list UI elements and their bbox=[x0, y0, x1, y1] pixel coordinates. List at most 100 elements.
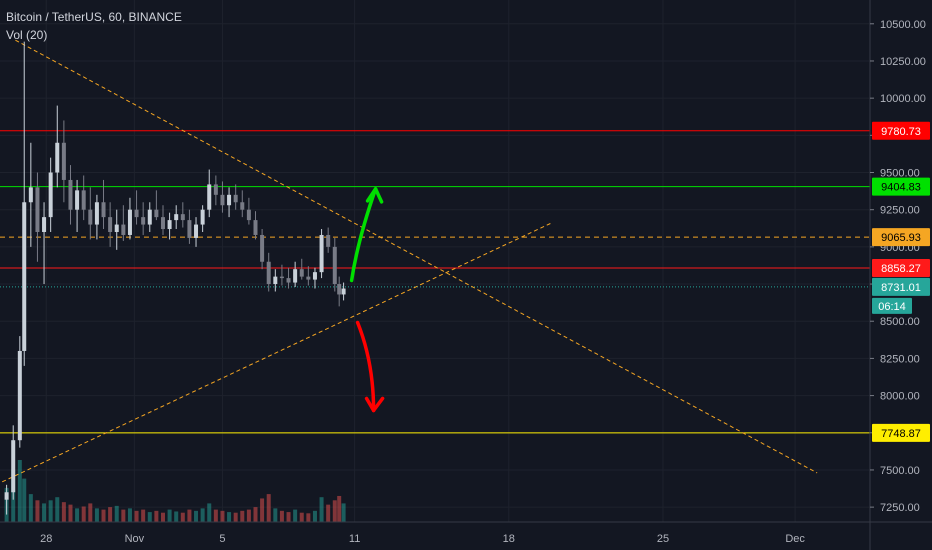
candle-body bbox=[167, 220, 172, 230]
candle-body bbox=[207, 184, 212, 210]
price-label-text: 7748.87 bbox=[881, 428, 921, 440]
candle-body bbox=[273, 276, 278, 285]
volume-bar bbox=[213, 509, 218, 522]
volume-bar bbox=[337, 495, 342, 522]
y-tick-label: 9250.00 bbox=[880, 205, 920, 217]
volume-bars bbox=[4, 460, 346, 522]
candle-body bbox=[160, 217, 165, 230]
candle-body bbox=[4, 492, 9, 500]
trendline bbox=[15, 39, 818, 474]
candle-body bbox=[94, 202, 99, 225]
y-tick-label: 7500.00 bbox=[880, 465, 920, 477]
volume-bar bbox=[127, 508, 132, 522]
volume-bar bbox=[299, 512, 304, 522]
candle-body bbox=[326, 234, 331, 247]
volume-indicator-label[interactable]: Vol (20) bbox=[6, 28, 48, 42]
volume-bar bbox=[108, 507, 113, 522]
candle-body bbox=[75, 190, 80, 210]
candle-body bbox=[134, 209, 139, 218]
candle-body bbox=[68, 179, 73, 210]
y-tick-label: 10500.00 bbox=[880, 19, 926, 31]
volume-bar bbox=[75, 508, 80, 522]
volume-bar bbox=[332, 500, 337, 522]
candle-body bbox=[306, 276, 311, 280]
down-arrow-shaft bbox=[355, 320, 376, 413]
up-arrow-shaft bbox=[349, 187, 378, 283]
candle-body bbox=[28, 187, 33, 203]
price-label-text: 8858.27 bbox=[881, 263, 921, 275]
countdown-box bbox=[872, 297, 912, 314]
candle-body bbox=[332, 246, 337, 285]
volume-bar bbox=[306, 513, 311, 522]
candle-body bbox=[246, 209, 251, 221]
volume-bar bbox=[28, 494, 33, 522]
volume-bar bbox=[246, 509, 251, 522]
candle-body bbox=[293, 269, 298, 283]
price-label-text: 9065.93 bbox=[881, 232, 921, 244]
x-tick-label: 5 bbox=[219, 533, 225, 545]
volume-bar bbox=[253, 507, 258, 522]
trendlines bbox=[1, 39, 818, 483]
price-label-box bbox=[872, 228, 930, 247]
candle-body bbox=[42, 217, 47, 232]
candle-body bbox=[319, 234, 324, 273]
volume-bar bbox=[266, 494, 271, 522]
candle-body bbox=[121, 224, 126, 235]
horizontal-price-lines bbox=[0, 130, 870, 434]
candle-body bbox=[220, 194, 225, 206]
price-label-box bbox=[872, 423, 930, 442]
up-arrow-head bbox=[365, 187, 384, 204]
candle-body bbox=[337, 284, 342, 295]
x-tick-label: 25 bbox=[657, 533, 669, 545]
volume-bar bbox=[279, 510, 284, 522]
candle-body bbox=[312, 272, 317, 280]
x-tick-label: Dec bbox=[785, 533, 805, 545]
volume-bar bbox=[81, 506, 86, 522]
down-arrow-head bbox=[364, 396, 385, 413]
y-tick-label: 8250.00 bbox=[880, 353, 920, 365]
volume-bar bbox=[55, 497, 60, 522]
candle-body bbox=[88, 209, 93, 225]
volume-bar bbox=[88, 503, 93, 522]
chart-grid bbox=[0, 0, 870, 522]
y-tick-label: 8000.00 bbox=[880, 391, 920, 403]
volume-bar bbox=[68, 504, 73, 522]
volume-bar bbox=[141, 509, 146, 522]
volume-bar bbox=[42, 503, 47, 522]
volume-bar bbox=[134, 510, 139, 522]
price-labels: 9780.73 9404.83 9065.93 8858.27 8731.01 7748.… bbox=[872, 121, 930, 442]
candle-body bbox=[266, 261, 271, 285]
symbol-title[interactable]: Bitcoin / TetherUS, 60, BINANCE bbox=[6, 10, 182, 24]
candles bbox=[4, 41, 346, 515]
volume-bar bbox=[260, 498, 265, 522]
candle-body bbox=[141, 217, 146, 225]
candle-body bbox=[101, 202, 106, 218]
candle-body bbox=[233, 194, 238, 203]
volume-bar bbox=[22, 478, 27, 522]
volume-bar bbox=[194, 510, 199, 522]
candle-body bbox=[48, 172, 53, 218]
price-label-text: 8731.01 bbox=[881, 282, 921, 294]
candle-body bbox=[200, 209, 205, 225]
volume-bar bbox=[207, 503, 212, 522]
candle-body bbox=[341, 288, 346, 295]
candle-body bbox=[213, 184, 218, 195]
annotation-arrows bbox=[349, 187, 385, 413]
y-tick-label: 9500.00 bbox=[880, 168, 920, 180]
volume-bar bbox=[121, 509, 126, 522]
volume-bar bbox=[273, 508, 278, 522]
volume-bar bbox=[200, 508, 205, 522]
x-tick-label: Nov bbox=[125, 533, 145, 545]
candle-body bbox=[227, 194, 232, 206]
volume-bar bbox=[312, 510, 317, 522]
candle-body bbox=[22, 202, 27, 351]
candle-body bbox=[180, 214, 185, 221]
volume-bar bbox=[220, 510, 225, 522]
price-label-box bbox=[872, 177, 930, 196]
volume-bar bbox=[341, 503, 346, 522]
volume-bar bbox=[293, 509, 298, 522]
volume-bar bbox=[17, 460, 22, 522]
volume-bar bbox=[48, 500, 53, 522]
candle-body bbox=[11, 440, 16, 493]
